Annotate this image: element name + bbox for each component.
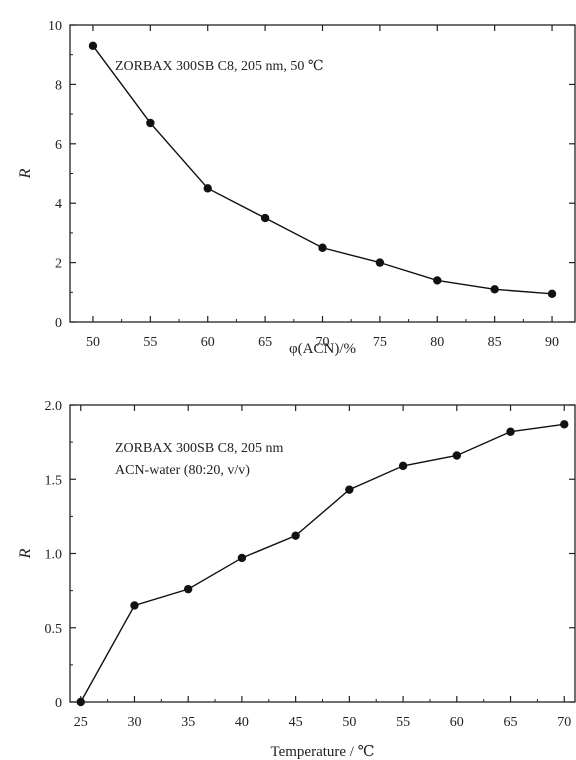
data-point bbox=[398, 461, 408, 471]
chart-annotation: ZORBAX 300SB C8, 205 nm, 50 ℃ bbox=[115, 59, 324, 74]
data-point bbox=[547, 289, 557, 298]
x-tick-label: 45 bbox=[289, 715, 303, 730]
y-tick-label: 2 bbox=[55, 257, 62, 272]
data-point bbox=[88, 41, 98, 50]
y-tick-label: 8 bbox=[55, 78, 62, 93]
chart-panel-2: 25 30 35 40 45 50 55 60 65 70 0 0.5 1.0 1.5 2.0 Tempera… bbox=[17, 399, 576, 760]
chart-annotation: ZORBAX 300SB C8, 205 nm bbox=[115, 441, 284, 456]
x-tick-label: 30 bbox=[127, 715, 141, 730]
data-point bbox=[375, 258, 385, 267]
x-tick-label: 35 bbox=[181, 715, 195, 730]
data-point bbox=[260, 213, 270, 223]
y-tick-label: 2.0 bbox=[45, 399, 63, 414]
x-axis-title: φ(ACN)/% bbox=[289, 341, 356, 357]
x-tick-label: 50 bbox=[342, 715, 356, 730]
chart-annotation: ACN-water (80:20, v/v) bbox=[115, 463, 250, 478]
data-point bbox=[76, 697, 85, 707]
data-point bbox=[203, 184, 212, 193]
y-tick-label: 10 bbox=[48, 19, 62, 34]
y-tick-label: 4 bbox=[55, 197, 62, 212]
x-tick-label: 55 bbox=[143, 335, 157, 350]
data-point bbox=[506, 427, 515, 436]
x-tick-label: 25 bbox=[74, 715, 88, 730]
data-point bbox=[490, 285, 499, 294]
x-tick-label: 90 bbox=[545, 335, 559, 350]
data-point bbox=[291, 531, 300, 540]
x-tick-label: 80 bbox=[430, 335, 444, 350]
x-tick-label: 65 bbox=[504, 715, 518, 730]
x-tick-label: 60 bbox=[450, 715, 464, 730]
y-tick-label: 1.5 bbox=[45, 473, 63, 488]
y-tick-label: 0 bbox=[55, 316, 62, 331]
y-tick-label: 0.5 bbox=[45, 622, 63, 637]
y-tick-label: 1.0 bbox=[45, 548, 63, 563]
x-tick-label: 65 bbox=[258, 335, 272, 350]
x-tick-label: 50 bbox=[86, 335, 100, 350]
x-tick-label: 85 bbox=[488, 335, 502, 350]
y-tick-label: 6 bbox=[55, 138, 62, 153]
data-point bbox=[237, 553, 247, 563]
data-point bbox=[433, 276, 442, 285]
y-axis-title: R bbox=[17, 548, 34, 559]
x-tick-label: 55 bbox=[396, 715, 410, 730]
x-tick-label: 60 bbox=[201, 335, 215, 350]
y-tick-label: 0 bbox=[55, 696, 62, 711]
data-point bbox=[452, 451, 462, 460]
y-axis-title: R bbox=[17, 168, 34, 179]
x-tick-label: 70 bbox=[316, 335, 330, 350]
x-tick-label: 75 bbox=[373, 335, 387, 350]
data-point bbox=[146, 118, 155, 128]
x-axis-title: Temperature / ℃ bbox=[270, 744, 374, 760]
data-point bbox=[345, 485, 354, 494]
series-line bbox=[80, 423, 565, 703]
x-tick-label: 40 bbox=[235, 715, 249, 730]
chart-panel-1: 50 55 60 65 70 75 80 85 90 0 2 4 6 8 10 φ(ACN)/% R ZORBAX… bbox=[17, 19, 576, 357]
data-point bbox=[183, 584, 193, 594]
x-tick-label: 70 bbox=[557, 715, 571, 730]
data-point bbox=[130, 601, 139, 610]
data-point bbox=[560, 420, 569, 429]
series-line bbox=[92, 45, 553, 295]
data-point bbox=[318, 243, 327, 252]
